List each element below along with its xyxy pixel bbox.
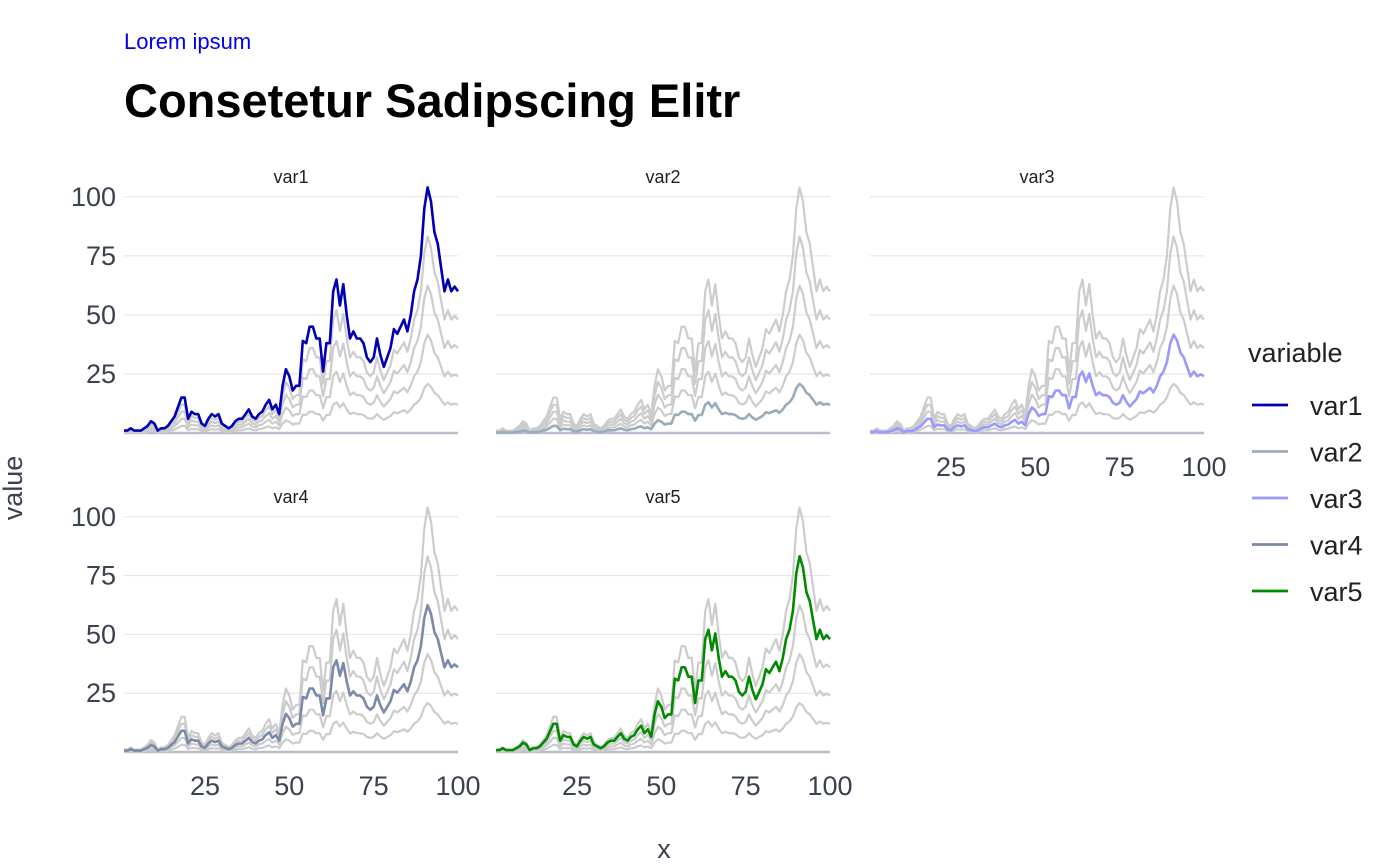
legend-label-var2: var2 [1310, 438, 1363, 468]
background-line-var1 [124, 506, 459, 751]
y-axis-title: value [0, 456, 28, 521]
x-tick-label: 75 [359, 771, 389, 801]
panel-var5: var5 25 50 75 100 [496, 487, 853, 801]
legend-label-var1: var1 [1310, 391, 1363, 421]
background-line-var5 [124, 235, 459, 433]
background-line-var2 [124, 382, 459, 434]
legend-label-var4: var4 [1310, 531, 1363, 561]
facet-label-var5: var5 [645, 487, 680, 507]
panel-var3: var3 25 50 75 100 [870, 167, 1227, 482]
y-tick-label: 75 [86, 561, 116, 591]
facet-label-var4: var4 [273, 487, 308, 507]
background-line-var2 [124, 701, 459, 753]
y-tick-label: 50 [86, 619, 116, 649]
background-line-var5 [870, 235, 1205, 433]
x-tick-label: 25 [190, 771, 220, 801]
chart-subtitle: Lorem ipsum [124, 29, 251, 54]
background-line-var3 [496, 652, 831, 753]
y-tick-label: 25 [86, 678, 116, 708]
background-line-var5 [496, 235, 831, 433]
series-line-var1 [124, 186, 460, 432]
x-tick-label: 25 [562, 771, 592, 801]
x-axis-title: x [657, 834, 671, 864]
chart-title: Consetetur Sadipscing Elitr [124, 74, 740, 127]
background-line-var3 [124, 333, 459, 434]
x-tick-label: 100 [1181, 452, 1226, 482]
background-line-var3 [496, 333, 831, 434]
panel-var2: var2 [496, 167, 831, 435]
x-tick-label: 50 [1020, 452, 1050, 482]
background-line-var4 [496, 284, 831, 433]
background-line-var1 [496, 506, 831, 751]
x-tick-label: 50 [646, 771, 676, 801]
x-tick-label: 50 [274, 771, 304, 801]
facet-panels: var1 25 50 75 100 var2 var3 25 50 75 100 var4 25 50 75… [71, 167, 1227, 801]
legend-label-var5: var5 [1310, 577, 1363, 607]
x-tick-label: 100 [435, 771, 480, 801]
series-line-var3 [870, 333, 1205, 434]
series-line-var5 [496, 554, 831, 752]
series-line-var2 [496, 382, 831, 434]
x-tick-label: 25 [936, 452, 966, 482]
legend-label-var3: var3 [1310, 484, 1363, 514]
series-line-var4 [124, 603, 459, 752]
background-line-var4 [870, 284, 1205, 433]
background-line-var4 [124, 604, 459, 752]
background-line-var2 [496, 701, 831, 753]
y-tick-label: 100 [71, 502, 116, 532]
y-tick-label: 100 [71, 182, 116, 212]
y-tick-label: 25 [86, 359, 116, 389]
x-tick-label: 100 [807, 771, 852, 801]
background-line-var4 [124, 284, 459, 433]
background-line-var4 [496, 604, 831, 752]
panel-var1: var1 25 50 75 100 [71, 167, 460, 435]
x-tick-label: 75 [1105, 452, 1135, 482]
facet-label-var2: var2 [645, 167, 680, 187]
background-line-var1 [870, 186, 1205, 432]
background-line-var3 [124, 652, 459, 753]
background-line-var1 [496, 186, 831, 432]
panel-var4: var4 25 50 75 100 25 50 75 100 [71, 487, 481, 801]
background-line-var5 [124, 555, 459, 752]
facet-label-var3: var3 [1019, 167, 1054, 187]
y-tick-label: 75 [86, 241, 116, 271]
background-line-var2 [870, 382, 1205, 434]
facet-label-var1: var1 [273, 167, 308, 187]
legend: variable var1 var2 var3 var4 var5 [1248, 338, 1363, 607]
y-tick-label: 50 [86, 300, 116, 330]
x-tick-label: 75 [731, 771, 761, 801]
legend-title: variable [1248, 338, 1343, 368]
